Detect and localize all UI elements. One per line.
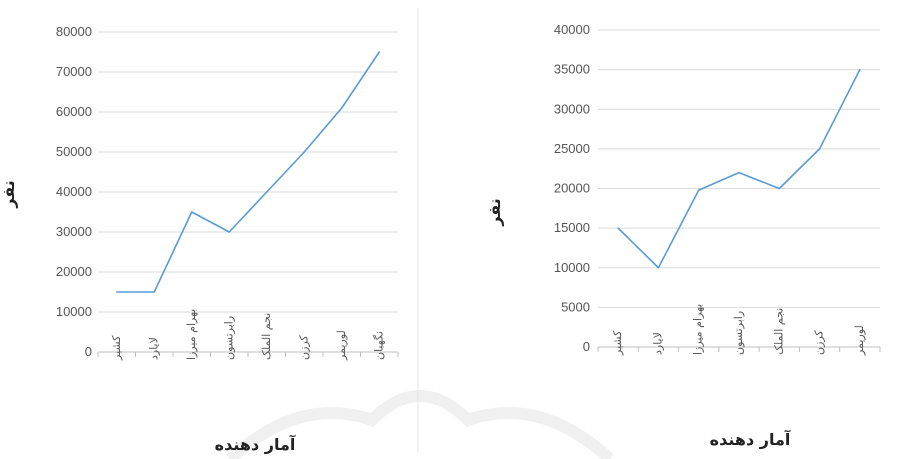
y-tick-label: 40000	[56, 184, 92, 199]
chart-right: 0 5000 10000 15000 20000 25000 30000 35000 40000…	[485, 22, 881, 449]
y-tick-label: 50000	[56, 144, 92, 159]
x-tick-label: کرزن	[297, 335, 310, 360]
y-tick-label: 15000	[554, 220, 590, 235]
y-tick-label: 60000	[56, 104, 92, 119]
x-tick-label: کشیر	[110, 335, 123, 361]
x-tick-label: نجم الملک	[772, 308, 785, 355]
y-tick-label: 30000	[554, 101, 590, 116]
series-line	[116, 51, 380, 293]
x-tick-label: بهرام میرزا	[692, 304, 705, 355]
series-line	[617, 69, 861, 269]
y-tick-label: 35000	[554, 62, 590, 77]
x-tick-label: نگهبان	[372, 331, 385, 360]
x-tick-label: لوریمر	[853, 325, 866, 356]
data-point	[153, 291, 156, 293]
x-tick-label: لایارد	[147, 337, 160, 360]
y-axis-title: نفر	[0, 180, 18, 208]
data-point	[818, 148, 821, 150]
y-tick-label: 80000	[56, 24, 92, 39]
data-point	[697, 189, 700, 191]
x-tick-label: رابرتسون	[732, 311, 745, 355]
y-tick-label: 0	[85, 344, 92, 359]
y-tick-label: 30000	[56, 224, 92, 239]
data-point	[657, 266, 660, 269]
chart-left: 0 10000 20000 30000 40000 50000 60000 70000 8000…	[0, 24, 399, 454]
y-tick-label: 20000	[554, 181, 590, 196]
data-point	[265, 191, 268, 193]
watermark	[225, 390, 615, 459]
data-point	[190, 211, 193, 213]
data-point	[778, 187, 781, 190]
y-tick-label: 5000	[561, 299, 590, 314]
data-point	[340, 107, 343, 109]
y-tick-label: 70000	[56, 64, 92, 79]
data-point	[738, 171, 740, 174]
x-tick-label: نجم الملک	[260, 313, 273, 360]
x-tick-label: بهرام میرزا	[185, 309, 198, 360]
x-tick-label: لوریمر	[335, 330, 348, 361]
y-tick-label: 20000	[56, 264, 92, 279]
y-tick-label: 0	[583, 339, 590, 354]
y-tick-label: 40000	[554, 22, 590, 37]
data-point	[617, 227, 619, 229]
x-tick-label: رابرتسون	[222, 316, 235, 360]
y-axis-title: نفر	[485, 198, 504, 226]
y-tick-label: 10000	[56, 304, 92, 319]
y-tick-label: 25000	[554, 141, 590, 156]
x-tick-label: کرزن	[813, 330, 826, 355]
y-tick-label: 10000	[554, 260, 590, 275]
data-point	[378, 51, 381, 53]
x-axis-title: آمار دهنده	[215, 434, 296, 454]
data-point	[115, 291, 118, 293]
x-axis-title: آمار دهنده	[710, 429, 791, 449]
x-tick-label: لایارد	[651, 332, 664, 355]
data-point	[228, 231, 231, 233]
data-point	[859, 68, 861, 71]
data-point	[303, 151, 306, 153]
x-tick-label: کشیر	[611, 330, 624, 356]
